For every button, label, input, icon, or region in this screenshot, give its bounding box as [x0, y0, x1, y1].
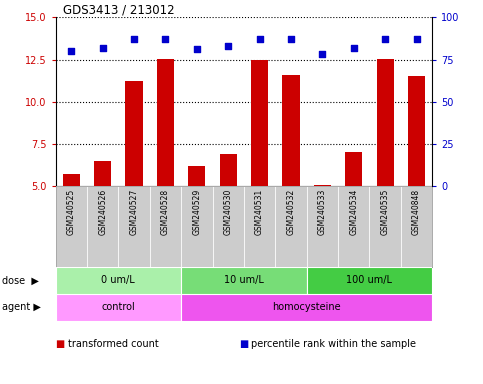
Bar [126, 81, 142, 271]
Bar [369, 186, 401, 267]
Text: GSM240527: GSM240527 [129, 189, 139, 235]
Bar [181, 186, 213, 267]
Bar [56, 294, 181, 321]
Text: GSM240534: GSM240534 [349, 189, 358, 235]
Text: GSM240533: GSM240533 [318, 189, 327, 235]
Text: 0 um/L: 0 um/L [101, 275, 135, 285]
Bar [314, 185, 331, 271]
Point [382, 36, 389, 42]
Point [193, 46, 201, 53]
Bar [408, 76, 425, 271]
Bar [220, 154, 237, 271]
Text: GSM240526: GSM240526 [98, 189, 107, 235]
Text: percentile rank within the sample: percentile rank within the sample [251, 339, 416, 349]
Bar [307, 267, 432, 294]
Bar [401, 186, 432, 267]
Text: transformed count: transformed count [68, 339, 158, 349]
Bar [244, 186, 275, 267]
Bar [56, 267, 181, 294]
Bar [56, 186, 87, 267]
Bar [181, 294, 432, 321]
Point [287, 36, 295, 42]
Bar [87, 186, 118, 267]
Text: GSM240528: GSM240528 [161, 189, 170, 235]
Text: GDS3413 / 213012: GDS3413 / 213012 [63, 3, 175, 16]
Text: GSM240535: GSM240535 [381, 189, 390, 235]
Text: GSM240530: GSM240530 [224, 189, 233, 235]
Point [224, 43, 232, 49]
Bar [213, 186, 244, 267]
Bar [94, 161, 111, 271]
Bar [150, 186, 181, 267]
Point [350, 45, 357, 51]
Bar [338, 186, 369, 267]
Bar [345, 152, 362, 271]
Bar [181, 267, 307, 294]
Text: 100 um/L: 100 um/L [346, 275, 393, 285]
Point [412, 36, 420, 42]
Text: GSM240525: GSM240525 [67, 189, 76, 235]
Text: homocysteine: homocysteine [272, 302, 341, 312]
Text: ■: ■ [239, 339, 248, 349]
Bar [157, 59, 174, 271]
Bar [377, 59, 394, 271]
Bar [251, 60, 268, 271]
Text: GSM240529: GSM240529 [192, 189, 201, 235]
Bar [63, 174, 80, 271]
Text: GSM240848: GSM240848 [412, 189, 421, 235]
Bar [307, 186, 338, 267]
Bar [283, 75, 299, 271]
Point [319, 51, 327, 58]
Bar [188, 166, 205, 271]
Text: 10 um/L: 10 um/L [224, 275, 264, 285]
Text: control: control [101, 302, 135, 312]
Text: GSM240531: GSM240531 [255, 189, 264, 235]
Bar [118, 186, 150, 267]
Text: ■: ■ [56, 339, 65, 349]
Text: agent ▶: agent ▶ [2, 302, 41, 312]
Point [130, 36, 138, 42]
Point [68, 48, 75, 54]
Bar [275, 186, 307, 267]
Text: GSM240532: GSM240532 [286, 189, 296, 235]
Point [99, 45, 107, 51]
Point [256, 36, 264, 42]
Text: dose  ▶: dose ▶ [2, 275, 39, 285]
Point [161, 36, 170, 42]
